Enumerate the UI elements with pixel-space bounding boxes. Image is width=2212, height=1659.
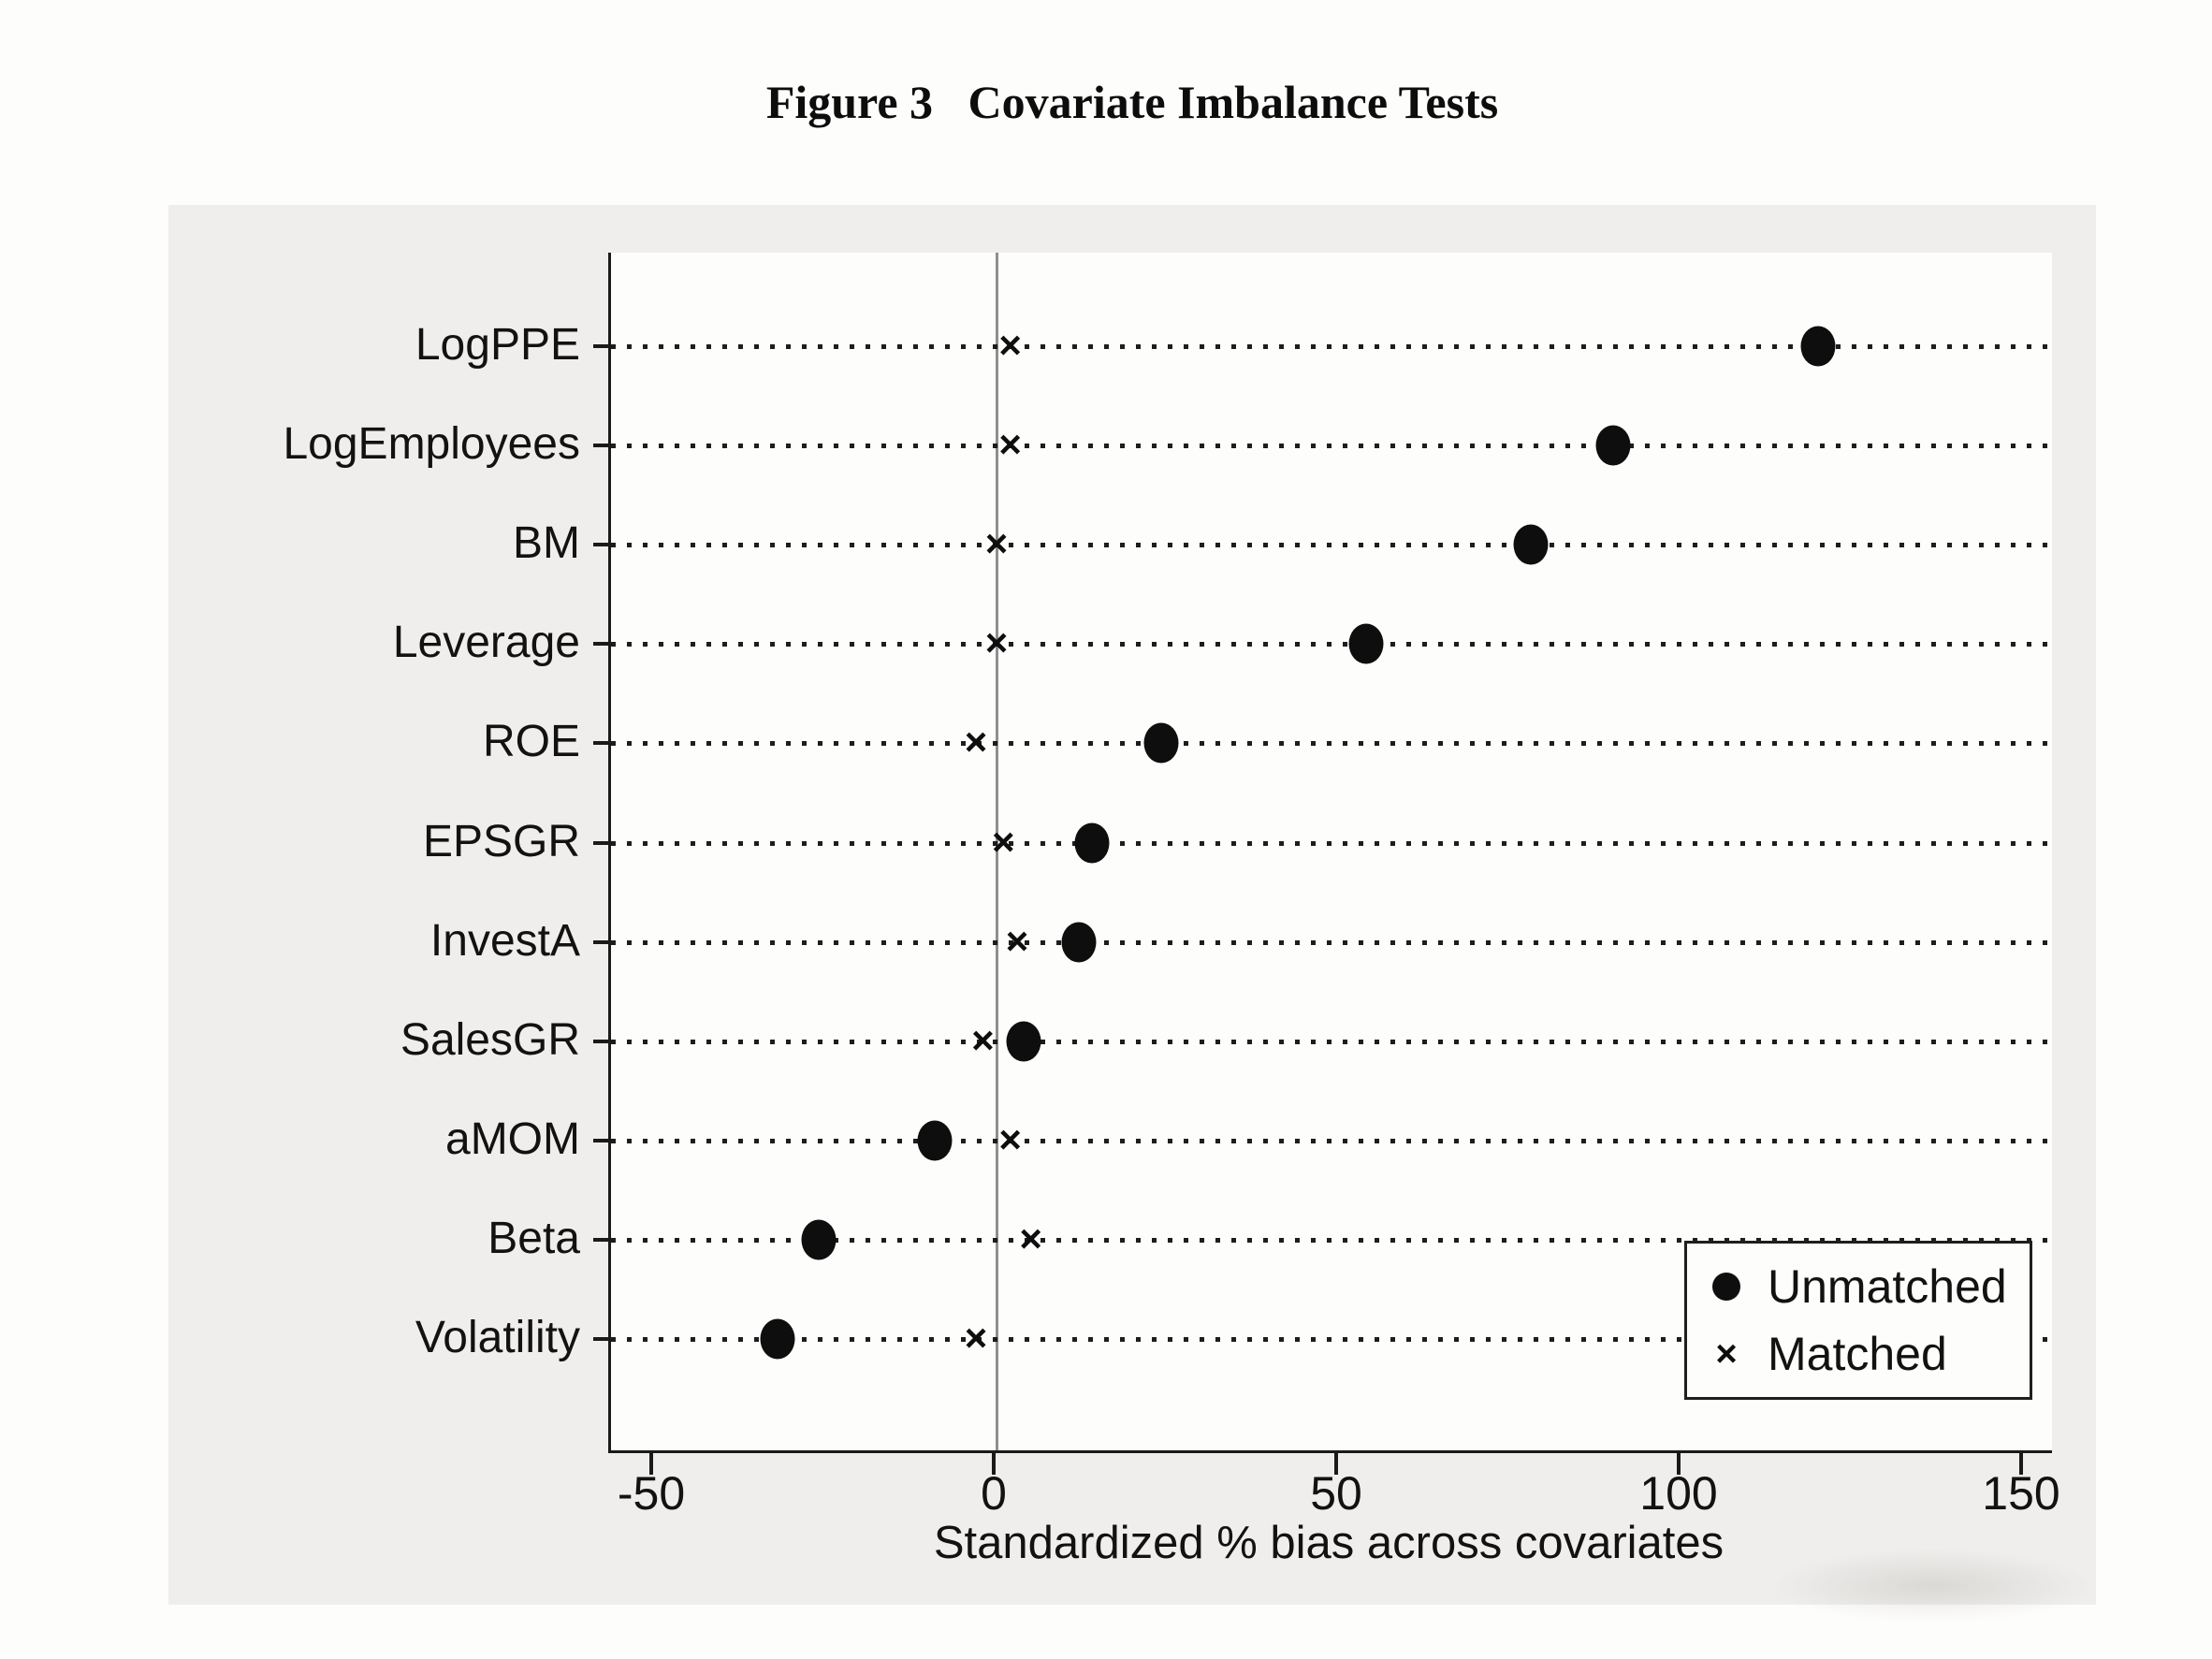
category-label: InvestA bbox=[429, 915, 580, 966]
matched-point: × bbox=[984, 620, 1009, 665]
unmatched-point bbox=[801, 1219, 837, 1260]
dotted-leader-line bbox=[611, 939, 2052, 945]
legend-item-unmatched: Unmatched bbox=[1706, 1259, 2030, 1314]
y-axis-tick bbox=[593, 1138, 608, 1142]
unmatched-point bbox=[1348, 623, 1384, 664]
figure-title: Figure 3 Covariate Imbalance Tests bbox=[765, 76, 1499, 128]
x-tick-label: 50 bbox=[1310, 1467, 1362, 1520]
legend: Unmatched × Matched bbox=[1684, 1241, 2032, 1400]
dotted-leader-line bbox=[611, 344, 2052, 349]
y-axis-tick bbox=[593, 1337, 608, 1341]
matched-point: × bbox=[992, 819, 1015, 864]
category-label: aMOM bbox=[445, 1113, 580, 1164]
dotted-leader-line bbox=[611, 840, 2052, 846]
dotted-leader-line bbox=[611, 1337, 2052, 1342]
category-label: EPSGR bbox=[422, 816, 580, 866]
y-axis-tick bbox=[593, 741, 608, 746]
x-axis-tick bbox=[649, 1450, 653, 1475]
matched-point: × bbox=[998, 422, 1022, 467]
figure-panel: Unmatched × Matched × × × × × × × × × × × Standard… bbox=[168, 205, 2096, 1605]
y-axis-tick bbox=[593, 344, 608, 348]
matched-point: × bbox=[984, 521, 1009, 566]
legend-label-matched: Matched bbox=[1768, 1328, 1947, 1380]
y-axis-tick bbox=[593, 444, 608, 448]
x-axis-tick bbox=[1334, 1450, 1338, 1475]
x-tick-label: 100 bbox=[1639, 1467, 1718, 1520]
x-marker-icon: × bbox=[1715, 1333, 1738, 1375]
category-label: Leverage bbox=[392, 618, 580, 668]
y-axis-tick bbox=[593, 939, 608, 944]
category-label: LogEmployees bbox=[283, 419, 580, 470]
dotted-leader-line bbox=[611, 543, 2052, 548]
unmatched-point bbox=[1513, 524, 1549, 565]
x-tick-label: -50 bbox=[617, 1467, 686, 1520]
unmatched-point bbox=[1143, 722, 1179, 764]
unmatched-point bbox=[1595, 425, 1631, 466]
plot-area: Unmatched × Matched × × × × × × × × × × × bbox=[608, 253, 2052, 1453]
matched-point: × bbox=[998, 1116, 1022, 1161]
y-axis-tick bbox=[593, 543, 608, 547]
y-axis-tick bbox=[593, 840, 608, 845]
matched-point: × bbox=[1019, 1216, 1042, 1261]
legend-item-matched: × Matched bbox=[1706, 1327, 2030, 1381]
dotted-leader-line bbox=[611, 741, 2052, 747]
matched-point: × bbox=[964, 720, 988, 764]
unmatched-point bbox=[1006, 1021, 1041, 1062]
x-tick-label: 0 bbox=[981, 1467, 1007, 1520]
x-axis-title: Standardized % bias across covariates bbox=[933, 1518, 1724, 1568]
y-axis-tick bbox=[593, 1039, 608, 1043]
zero-reference-line bbox=[996, 253, 998, 1450]
y-axis-tick bbox=[593, 1237, 608, 1242]
unmatched-point bbox=[1074, 822, 1110, 863]
matched-point: × bbox=[1005, 918, 1029, 963]
x-axis-tick bbox=[2019, 1450, 2023, 1475]
dotted-leader-line bbox=[611, 444, 2052, 449]
circle-marker-icon bbox=[1706, 1273, 1747, 1301]
x-axis-tick bbox=[1677, 1450, 1681, 1475]
category-label: ROE bbox=[482, 717, 580, 767]
dotted-leader-line bbox=[611, 1138, 2052, 1143]
category-label: BM bbox=[513, 518, 580, 569]
unmatched-point bbox=[917, 1120, 953, 1161]
matched-point: × bbox=[998, 323, 1022, 368]
dotted-leader-line bbox=[611, 1237, 2052, 1243]
dotted-leader-line bbox=[611, 642, 2052, 648]
x-axis-tick bbox=[992, 1450, 996, 1475]
unmatched-point bbox=[1800, 326, 1836, 367]
legend-label-unmatched: Unmatched bbox=[1768, 1260, 2007, 1313]
unmatched-point bbox=[760, 1318, 795, 1360]
category-label: SalesGR bbox=[400, 1014, 580, 1065]
category-label: Volatility bbox=[415, 1313, 580, 1362]
dotted-leader-line bbox=[611, 1039, 2052, 1044]
matched-point: × bbox=[971, 1017, 995, 1062]
matched-point: × bbox=[964, 1316, 988, 1361]
category-label: LogPPE bbox=[415, 320, 580, 370]
scan-artifact bbox=[1768, 1549, 2096, 1623]
category-label: Beta bbox=[488, 1213, 580, 1263]
unmatched-point bbox=[1061, 922, 1097, 963]
y-axis-tick bbox=[593, 642, 608, 647]
x-tick-label: 150 bbox=[1982, 1467, 2060, 1520]
